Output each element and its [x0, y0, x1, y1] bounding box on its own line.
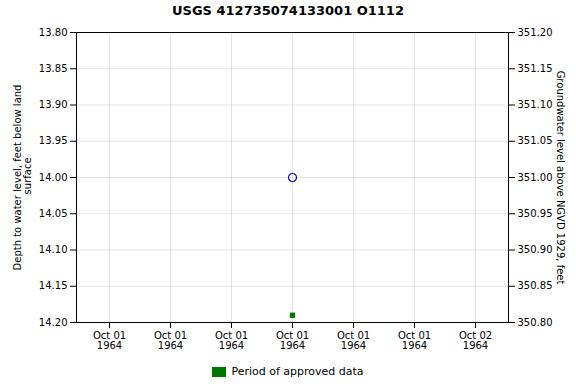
- svg-text:350.90: 350.90: [518, 244, 553, 255]
- svg-text:350.95: 350.95: [518, 208, 553, 219]
- html-text:USGS 412735074133001 O1112: USGS 412735074133001 O1112: [172, 3, 404, 18]
- svg-text:14.20: 14.20: [39, 317, 68, 328]
- svg-text:14.15: 14.15: [39, 280, 68, 291]
- svg-text:Oct 021964: Oct 021964: [459, 330, 492, 351]
- svg-text:Groundwater level above NGVD 1: Groundwater level above NGVD 1929, feet: [555, 71, 566, 285]
- svg-text:351.05: 351.05: [518, 135, 553, 146]
- svg-text:Oct 011964: Oct 011964: [154, 330, 187, 351]
- svg-text:14.10: 14.10: [39, 244, 68, 255]
- svg-text:13.95: 13.95: [39, 135, 68, 146]
- svg-text:13.90: 13.90: [39, 99, 68, 110]
- svg-text:Oct 011964: Oct 011964: [276, 330, 309, 351]
- svg-text:Oct 011964: Oct 011964: [398, 330, 431, 351]
- svg-text:Oct 011964: Oct 011964: [93, 330, 126, 351]
- svg-text:13.80: 13.80: [39, 27, 68, 38]
- svg-text:Oct 011964: Oct 011964: [215, 330, 248, 351]
- svg-text:350.80: 350.80: [518, 317, 553, 328]
- svg-text:Oct 011964: Oct 011964: [337, 330, 370, 351]
- svg-text:351.20: 351.20: [518, 27, 553, 38]
- svg-text:351.00: 351.00: [518, 172, 553, 183]
- svg-text:Depth to water level, feet bel: Depth to water level, feet below land su…: [12, 85, 33, 271]
- svg-text:351.10: 351.10: [518, 99, 553, 110]
- svg-text:14.05: 14.05: [39, 208, 68, 219]
- svg-text:350.85: 350.85: [518, 280, 553, 291]
- html-text:Period of approved data: Period of approved data: [231, 364, 364, 378]
- svg-text:14.00: 14.00: [39, 172, 68, 183]
- svg-text:351.15: 351.15: [518, 63, 553, 74]
- svg-text:13.85: 13.85: [39, 63, 68, 74]
